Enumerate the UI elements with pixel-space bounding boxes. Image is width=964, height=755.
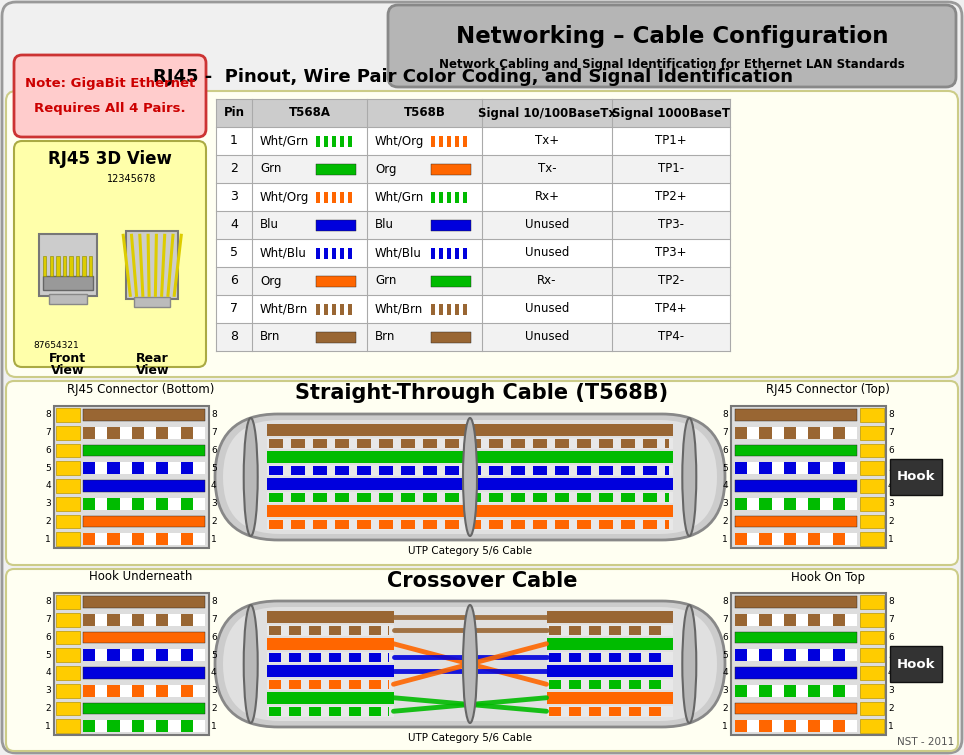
Bar [443, 248, 447, 258]
Bar [83, 409, 205, 421]
Bar [169, 462, 180, 474]
Bar [445, 519, 459, 529]
Text: Note: GigaBit Ethernet: Note: GigaBit Ethernet [25, 77, 195, 90]
Bar [771, 614, 784, 625]
Text: 8: 8 [230, 331, 238, 344]
Bar [467, 466, 481, 475]
Bar [267, 519, 673, 530]
Text: 2: 2 [45, 517, 51, 526]
Bar [423, 439, 437, 448]
Bar [533, 439, 547, 448]
FancyBboxPatch shape [14, 55, 206, 137]
Bar [369, 625, 381, 635]
Text: Unused: Unused [524, 246, 569, 260]
Text: 8: 8 [888, 597, 894, 606]
Bar [577, 439, 591, 448]
Text: NST - 2011: NST - 2011 [897, 737, 954, 747]
Bar [489, 519, 503, 529]
Bar [144, 498, 156, 510]
Text: 5: 5 [722, 651, 728, 660]
Bar [735, 498, 857, 510]
Bar [569, 625, 580, 635]
Bar [629, 707, 640, 716]
Bar [820, 533, 833, 545]
Bar [83, 685, 205, 697]
Text: 3: 3 [211, 686, 217, 695]
Bar [599, 519, 613, 529]
Bar [313, 492, 327, 502]
Text: View: View [51, 365, 85, 378]
Text: 7: 7 [888, 428, 894, 437]
Bar [56, 613, 80, 627]
Bar [216, 127, 730, 155]
Bar [860, 649, 884, 662]
Bar [316, 164, 356, 174]
Bar [388, 625, 389, 635]
Bar [126, 231, 178, 299]
Bar [665, 519, 669, 529]
Text: 7: 7 [211, 615, 217, 624]
Text: 6: 6 [888, 446, 894, 455]
Bar [267, 437, 673, 449]
Bar [379, 439, 393, 448]
Bar [771, 533, 784, 545]
Text: Hook Underneath: Hook Underneath [90, 571, 193, 584]
Bar [267, 665, 393, 676]
Bar [369, 707, 381, 716]
Bar [860, 461, 884, 475]
Bar [169, 498, 180, 510]
Bar [431, 276, 471, 286]
Bar [313, 439, 327, 448]
Text: Grn: Grn [260, 162, 281, 175]
Bar [860, 701, 884, 715]
FancyBboxPatch shape [215, 601, 725, 727]
Bar [56, 532, 80, 546]
Bar [435, 192, 439, 202]
Bar [735, 516, 857, 527]
Bar [860, 497, 884, 510]
Bar [216, 183, 730, 211]
Bar [443, 135, 447, 146]
Bar [56, 443, 80, 458]
Bar [83, 533, 205, 545]
Bar [629, 652, 640, 662]
Text: 2: 2 [45, 704, 51, 713]
Bar [629, 680, 640, 689]
Bar [56, 666, 80, 680]
Bar [731, 406, 886, 548]
Text: Hook: Hook [897, 470, 935, 483]
Text: 1: 1 [888, 535, 894, 544]
Bar [467, 135, 471, 146]
Text: 8: 8 [722, 411, 728, 419]
Ellipse shape [244, 418, 257, 536]
Bar [547, 638, 673, 649]
Bar [431, 192, 471, 202]
Text: TP4-: TP4- [658, 331, 684, 344]
Bar [89, 256, 93, 276]
Bar [54, 406, 209, 548]
Bar [267, 492, 673, 503]
Bar [423, 519, 437, 529]
Bar [547, 705, 673, 717]
Bar [649, 652, 660, 662]
Text: Tx-: Tx- [538, 162, 556, 175]
Text: Rear: Rear [136, 353, 169, 365]
Bar [547, 624, 673, 636]
Bar [451, 304, 455, 315]
Bar [860, 443, 884, 458]
Bar [269, 519, 283, 529]
Bar [193, 533, 205, 545]
Bar [267, 505, 673, 516]
Bar [649, 625, 660, 635]
Bar [329, 625, 341, 635]
Bar [269, 652, 281, 662]
Bar [83, 445, 205, 456]
Text: 12345678: 12345678 [107, 174, 157, 184]
Bar [547, 611, 673, 623]
Bar [820, 649, 833, 661]
Text: RJ45 Connector (Top): RJ45 Connector (Top) [766, 383, 890, 396]
Bar [320, 248, 324, 258]
Bar [860, 613, 884, 627]
Text: 2: 2 [722, 704, 728, 713]
